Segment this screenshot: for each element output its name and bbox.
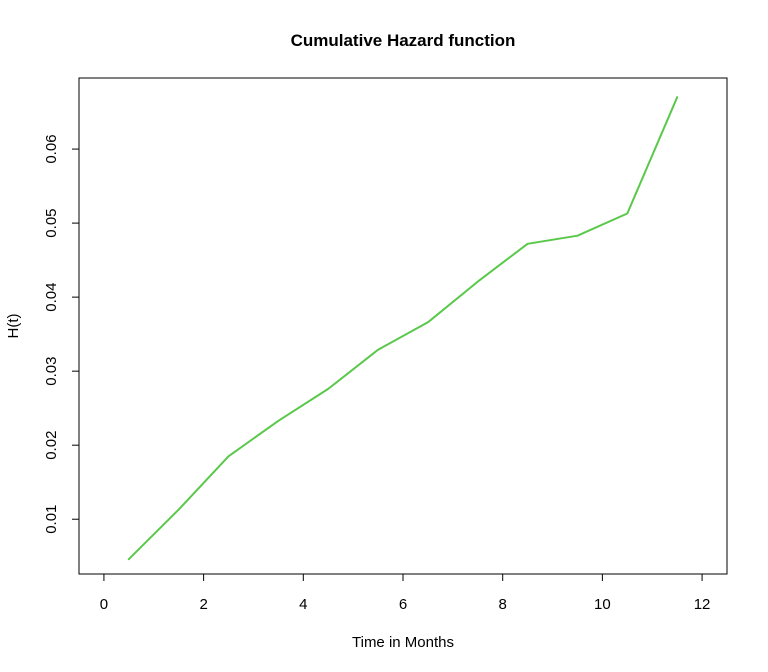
x-tick-label: 2 [199, 596, 207, 613]
x-tick-label: 0 [100, 596, 108, 613]
plot-frame [78, 77, 728, 575]
x-tick-label: 6 [399, 596, 407, 613]
series-line [127, 96, 679, 561]
y-axis-label: H(t) [5, 314, 22, 339]
y-tick-label: 0.05 [43, 208, 60, 237]
y-tick-label: 0.06 [43, 134, 60, 163]
x-tick-label: 8 [499, 596, 507, 613]
y-tick-label: 0.01 [43, 505, 60, 534]
series-layer [127, 96, 679, 561]
chart-title: Cumulative Hazard function [291, 31, 516, 50]
y-tick-label: 0.02 [43, 431, 60, 460]
y-axis: 0.01 0.02 0.03 0.04 0.05 0.06 [43, 134, 80, 534]
x-tick-label: 4 [299, 596, 307, 613]
x-tick-label: 10 [594, 596, 611, 613]
x-axis-label: Time in Months [352, 634, 454, 651]
x-tick-label: 12 [694, 596, 711, 613]
y-tick-label: 0.04 [43, 283, 60, 312]
y-tick-label: 0.03 [43, 357, 60, 386]
x-axis: 0 2 4 6 8 10 12 [100, 573, 711, 613]
